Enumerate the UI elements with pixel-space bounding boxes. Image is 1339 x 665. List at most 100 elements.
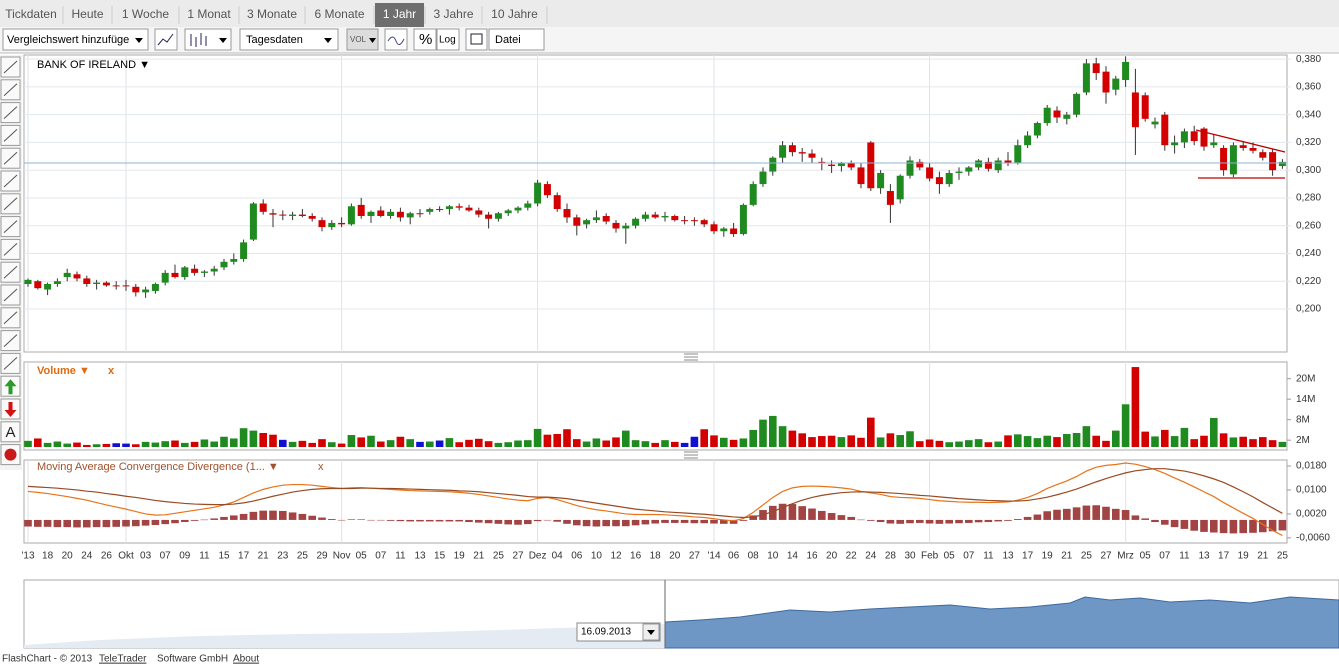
candle-body	[328, 222, 336, 228]
icon	[190, 33, 207, 47]
tab[interactable]	[64, 3, 111, 27]
volume-bar	[524, 440, 532, 447]
y-tick-label: 0,380	[1296, 54, 1321, 65]
volume-bar	[974, 439, 983, 447]
volume-bar	[308, 442, 316, 447]
tab[interactable]	[375, 3, 424, 27]
histogram-bar	[34, 519, 42, 527]
histogram-bar	[592, 519, 601, 527]
histogram-bar	[671, 519, 679, 523]
trend-line	[1195, 129, 1286, 179]
resize-handle[interactable]	[684, 353, 698, 459]
volume-bar	[582, 441, 591, 447]
volume-bar	[622, 430, 630, 447]
x-tick-label: 18	[42, 551, 54, 562]
tab-label: Tickdaten	[5, 7, 57, 21]
histogram-bar	[720, 519, 728, 524]
volume-bar	[1151, 436, 1159, 447]
histogram-bar	[651, 519, 659, 524]
x-tick-label: 26	[101, 551, 113, 562]
tab[interactable]	[306, 3, 373, 27]
y-tick-label: 0,360	[1296, 82, 1321, 93]
histogram-bar	[1249, 519, 1257, 533]
x-tick-label: 07	[375, 551, 387, 562]
candle-body	[1004, 160, 1012, 164]
icon	[157, 33, 174, 46]
percent-button[interactable]	[413, 28, 437, 51]
macd-close[interactable]: x	[318, 461, 324, 473]
tool-icon: A	[5, 424, 15, 441]
volume-bar	[641, 441, 650, 447]
print-button[interactable]	[465, 28, 488, 51]
line-type-button[interactable]	[154, 28, 178, 51]
volume-bar	[602, 440, 610, 447]
x-tick-label: 15	[218, 551, 230, 562]
volume-bar	[1278, 441, 1287, 447]
candle-body	[1269, 152, 1277, 171]
x-tick-label: 30	[904, 551, 916, 562]
histogram-bar	[573, 519, 581, 526]
volume-bar	[1249, 439, 1257, 447]
tab[interactable]	[113, 3, 178, 27]
tab[interactable]	[180, 3, 238, 27]
candle-body	[955, 171, 963, 173]
tab[interactable]	[0, 3, 62, 27]
footer-link[interactable]: TeleTrader	[99, 654, 147, 665]
tab[interactable]	[483, 3, 546, 27]
x-tick-label: 04	[552, 551, 564, 562]
histogram-bar	[406, 519, 414, 522]
volume-bar	[328, 442, 336, 447]
file-button[interactable]	[488, 28, 545, 51]
histogram-bar	[749, 515, 757, 520]
log-button[interactable]	[436, 28, 460, 51]
volume-bar	[818, 436, 826, 447]
volume-bar	[171, 440, 179, 447]
candle-body	[455, 206, 463, 208]
candle-body	[916, 161, 924, 168]
candle-body	[1033, 123, 1041, 136]
candle-body	[289, 214, 297, 216]
dropdown-arrow	[135, 38, 143, 43]
histogram-bar	[269, 510, 277, 520]
volume-close[interactable]: x	[108, 365, 115, 377]
volume-bar	[230, 438, 238, 447]
compare-dropdown[interactable]	[2, 28, 149, 51]
volume-bar	[1004, 435, 1012, 447]
tool-icon	[4, 379, 17, 395]
candle-body	[191, 268, 199, 273]
candle-body	[416, 213, 424, 215]
volume-bar	[475, 438, 483, 447]
footer-link[interactable]: About	[233, 654, 259, 665]
candle-body	[1171, 142, 1179, 146]
volume-bar	[347, 435, 356, 447]
tool-button[interactable]	[0, 421, 21, 443]
histogram-bar	[1141, 518, 1149, 520]
interval-dropdown[interactable]	[239, 28, 339, 51]
tab-label: 6 Monate	[314, 7, 364, 21]
candle-body	[1014, 145, 1022, 164]
volume-bar	[318, 439, 326, 447]
vol-button[interactable]	[346, 28, 379, 51]
histogram-bar	[43, 519, 52, 527]
x-tick-label: 06	[571, 551, 583, 562]
histogram-bar	[1053, 509, 1061, 520]
candle-body	[867, 142, 875, 189]
x-tick-label: 11	[395, 551, 406, 562]
x-tick-label: 05	[944, 551, 956, 562]
date-box[interactable]	[576, 622, 661, 642]
volume-bar	[945, 442, 953, 447]
histogram-bar	[220, 516, 228, 520]
tab[interactable]	[240, 3, 304, 27]
histogram-bar	[83, 519, 91, 528]
volume-bar	[965, 440, 973, 447]
x-tick-label: 25	[493, 551, 505, 562]
volume-bar	[749, 429, 757, 447]
indicator-button[interactable]	[384, 28, 408, 51]
histogram-bar	[151, 519, 160, 526]
x-tick-label: 11	[983, 551, 994, 562]
x-tick-label: 13	[1002, 551, 1014, 562]
volume-bar	[808, 437, 816, 447]
volume-bar	[896, 435, 904, 447]
tab[interactable]	[426, 3, 481, 27]
